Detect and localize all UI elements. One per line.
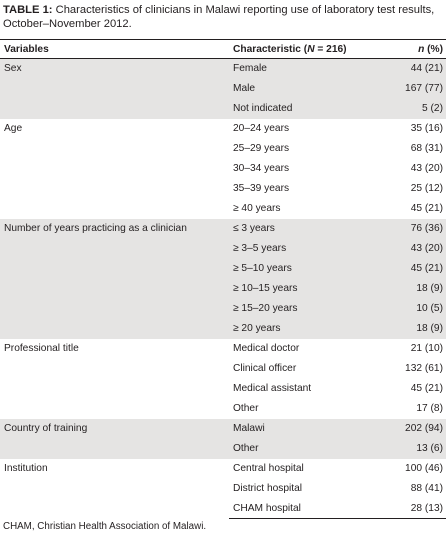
characteristic-cell: Medical assistant [233,383,312,394]
characteristic-cell: 20–24 years [233,123,290,134]
count-cell: 45 (21) [410,203,443,214]
table-group: Professional title Medical doctor 21 (10) C… [0,339,446,419]
table-group: Sex Female 44 (21) Male 167 (77) Not indicate… [0,58,446,119]
count-cell: 13 (6) [379,438,446,459]
variable-cell: Age [4,122,23,134]
table-header: Variables Characteristic (N = 216) n (%) [0,39,446,59]
table-row: 25–29 years 68 (31) [0,139,446,159]
count-cell: 132 (61) [405,363,443,374]
count-cell: 18 (9) [379,318,446,339]
variable-cell: Sex [0,58,229,119]
count-cell: 18 (9) [379,278,446,299]
count-cell: 21 (10) [410,343,443,354]
count-cell: 17 (8) [416,403,443,414]
caption-text: Characteristics of clinicians in Malawi … [3,4,435,30]
table-row: CHAM hospital 28 (13) [0,498,446,519]
characteristic-cell: Malawi [229,418,379,439]
table-row: Country of training Malawi 202 (94) [0,418,446,459]
table-group: Age 20–24 years 35 (16) 25–29 years 68 (31) 3… [0,119,446,219]
characteristics-table: Variables Characteristic (N = 216) n (%)… [0,39,446,519]
count-cell: 28 (13) [379,498,446,519]
variable-cell: Country of training [0,418,229,459]
characteristic-cell: Female [229,58,379,79]
table-row: Sex Female 44 (21) [0,58,446,119]
header-n: n (%) [379,39,446,59]
count-cell: 100 (46) [405,463,443,474]
table-row: ≥ 40 years 45 (21) [0,199,446,219]
table-row: ≥ 3–5 years 43 (20) [0,238,446,259]
characteristic-cell: 25–29 years [233,143,290,154]
characteristic-cell: ≥ 15–20 years [229,298,379,319]
table-row: 35–39 years 25 (12) [0,179,446,199]
table-footnote: CHAM, Christian Health Association of Ma… [3,521,207,532]
table-row: Institution Central hospital 100 (46) [0,459,446,479]
characteristic-cell: Clinical officer [233,363,297,374]
variable-cell: Number of years practicing as a clinicia… [0,218,229,339]
characteristic-cell: ≥ 20 years [229,318,379,339]
table-row: Medical assistant 45 (21) [0,379,446,399]
table-row: Male 167 (77) [0,78,446,99]
table-row: Number of years practicing as a clinicia… [0,218,446,339]
characteristic-cell: District hospital [233,483,303,494]
table-caption: TABLE 1: Characteristics of clinicians i… [3,3,443,31]
count-cell: 43 (20) [379,238,446,259]
table-row: ≥ 5–10 years 45 (21) [0,258,446,279]
table-row: Other 13 (6) [0,438,446,459]
count-cell: 5 (2) [379,98,446,119]
table-row: Age 20–24 years 35 (16) [0,119,446,139]
count-cell: 45 (21) [379,258,446,279]
variable-cell: Institution [4,462,48,474]
count-cell: 45 (21) [410,383,443,394]
characteristic-cell: ≥ 40 years [233,203,281,214]
caption-label: TABLE 1: [3,4,53,16]
table-row: Clinical officer 132 (61) [0,359,446,379]
count-cell: 43 (20) [410,163,443,174]
table-row: Other 17 (8) [0,399,446,419]
count-cell: 25 (12) [410,183,443,194]
table-row: ≥ 15–20 years 10 (5) [0,298,446,319]
count-cell: 68 (31) [410,143,443,154]
count-cell: 35 (16) [410,123,443,134]
table-row: 30–34 years 43 (20) [0,159,446,179]
table-row: ≥ 10–15 years 18 (9) [0,278,446,299]
characteristic-cell: ≥ 3–5 years [229,238,379,259]
table-group: Institution Central hospital 100 (46) Distr… [0,459,446,519]
table-row: ≥ 20 years 18 (9) [0,318,446,339]
table-group: Country of training Malawi 202 (94) Other 13… [0,418,446,459]
characteristic-cell: 30–34 years [233,163,290,174]
characteristic-cell: Other [233,403,259,414]
table-group: Number of years practicing as a clinicia… [0,218,446,339]
characteristic-cell: Male [229,78,379,99]
count-cell: 88 (41) [410,483,443,494]
count-cell: 44 (21) [379,58,446,79]
count-cell: 167 (77) [379,78,446,99]
count-cell: 10 (5) [379,298,446,319]
characteristic-cell: Central hospital [233,463,304,474]
table-row: Not indicated 5 (2) [0,98,446,119]
count-cell: 202 (94) [379,418,446,439]
variable-cell: Professional title [4,342,79,354]
table-row: District hospital 88 (41) [0,479,446,499]
characteristic-cell: Other [229,438,379,459]
header-characteristic: Characteristic (N = 216) [229,39,379,59]
characteristic-cell: ≥ 10–15 years [229,278,379,299]
characteristic-cell: 35–39 years [233,183,290,194]
characteristic-cell: Medical doctor [233,343,300,354]
characteristic-cell: CHAM hospital [229,498,379,519]
count-cell: 76 (36) [379,218,446,239]
table-row: Professional title Medical doctor 21 (10) [0,339,446,359]
header-variables: Variables [0,39,229,59]
characteristic-cell: Not indicated [229,98,379,119]
characteristic-cell: ≥ 5–10 years [229,258,379,279]
characteristic-cell: ≤ 3 years [229,218,379,239]
